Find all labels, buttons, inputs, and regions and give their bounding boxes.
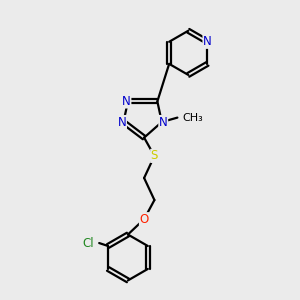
Text: N: N: [122, 95, 131, 108]
Text: CH₃: CH₃: [182, 112, 203, 123]
Text: N: N: [203, 35, 212, 48]
Text: S: S: [151, 149, 158, 162]
Text: N: N: [118, 116, 126, 128]
Text: O: O: [140, 213, 149, 226]
Text: Cl: Cl: [82, 236, 94, 250]
Text: N: N: [159, 116, 168, 128]
